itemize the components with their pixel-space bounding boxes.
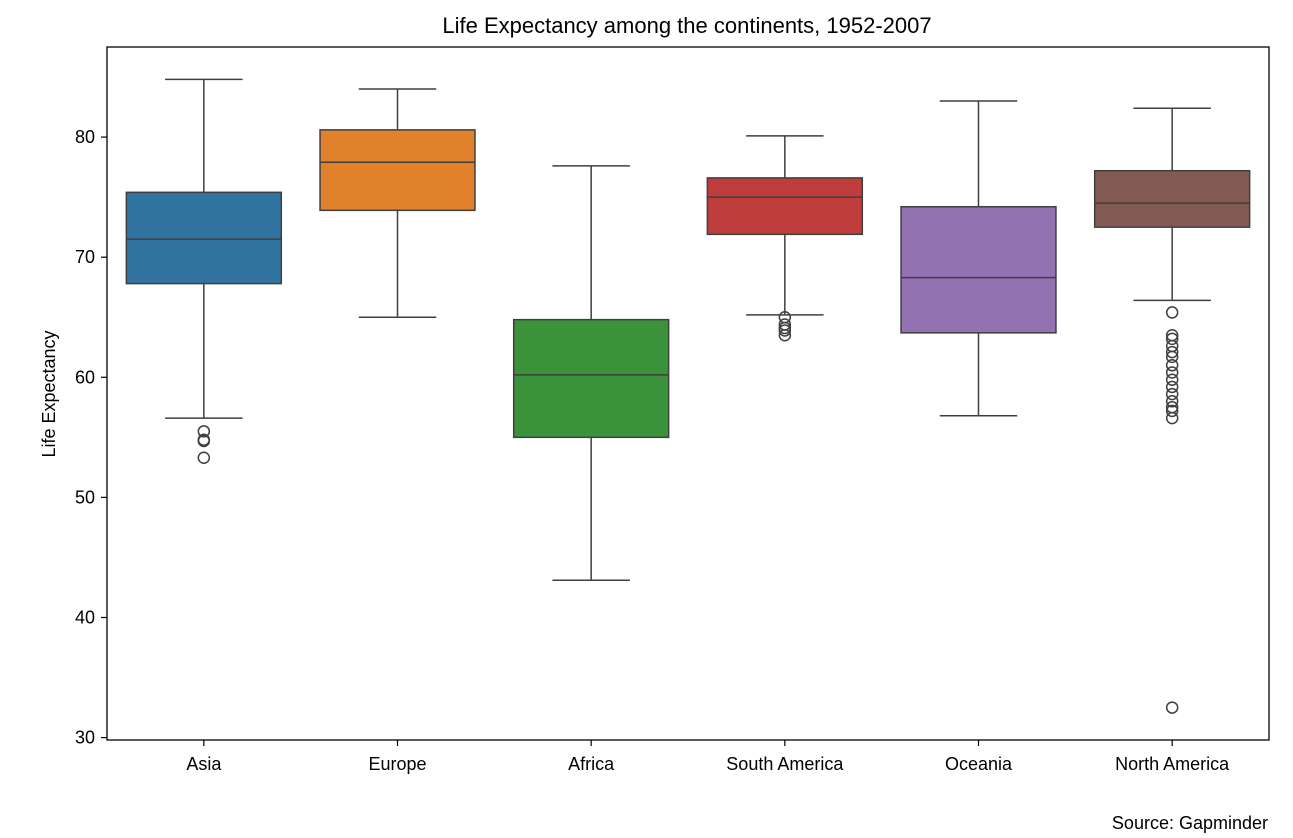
outlier-point-south-america [778,328,792,342]
outlier-point-north-america [1165,345,1179,359]
x-tick-label-europe: Europe [368,754,426,774]
plot-area: 30 40 50 60 70 80 Asia Europe Africa South Americ… [75,78,1251,774]
source-note: Source: Gapminder [1112,813,1268,833]
outlier-point-north-america [1165,387,1179,401]
outlier-point-north-america [1165,411,1179,425]
outlier-point-north-america [1165,332,1179,346]
outlier-point-north-america [1165,306,1179,319]
outlier-point-north-america [1165,380,1179,394]
outlier-point-north-america [1165,395,1179,408]
y-axis-label: Life Expectancy [39,330,59,457]
x-tick-label-asia: Asia [186,754,222,774]
outlier-point-asia [197,434,211,448]
y-tick-label: 70 [75,247,95,267]
x-tick-label-north-america: North America [1115,754,1230,774]
y-tick-label: 80 [75,127,95,147]
y-tick-label: 40 [75,607,95,627]
y-tick-label: 30 [75,728,95,748]
outlier-point-north-america [1165,366,1179,379]
box-oceania [900,205,1057,334]
outlier-point-asia [197,451,211,465]
box-europe [319,129,476,212]
y-tick-label: 60 [75,367,95,387]
outlier-point-north-america [1165,350,1179,364]
chart-title: Life Expectancy among the continents, 19… [442,13,931,38]
box-north-america [1093,169,1251,228]
x-tick-label-africa: Africa [568,754,615,774]
box-africa [512,318,670,439]
outlier-point-south-america [778,324,792,337]
box-south-america [706,177,864,236]
outlier-point-north-america [1165,701,1179,714]
y-tick-label: 50 [75,487,95,507]
outlier-point-asia [197,425,211,438]
x-tick-label-oceania: Oceania [945,754,1013,774]
outlier-point-north-america [1165,359,1179,372]
outlier-point-north-america [1165,373,1179,386]
plot-frame [106,46,1270,741]
outlier-point-north-america [1165,404,1179,418]
box-asia [125,191,283,285]
x-tick-label-south-america: South America [726,754,844,774]
